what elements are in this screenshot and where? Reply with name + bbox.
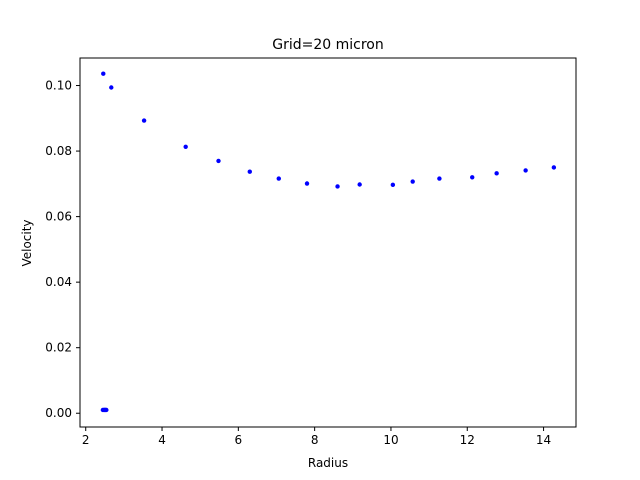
plot-frame bbox=[79, 57, 577, 428]
data-point bbox=[141, 118, 147, 123]
y-tick-label: 0.00 bbox=[45, 406, 72, 420]
y-axis-ticks: 0.00 0.02 0.04 0.06 0.08 0.10 bbox=[45, 79, 80, 420]
data-point bbox=[470, 175, 475, 180]
y-tick-label: 0.04 bbox=[45, 275, 72, 289]
data-point bbox=[335, 184, 340, 189]
y-tick-label: 0.08 bbox=[45, 144, 72, 158]
data-point bbox=[304, 181, 310, 186]
x-axis-label: Radius bbox=[308, 456, 348, 470]
data-point bbox=[104, 407, 109, 413]
data-points bbox=[100, 71, 557, 413]
data-point bbox=[216, 158, 221, 164]
data-point bbox=[551, 165, 557, 170]
data-point bbox=[390, 182, 396, 188]
x-tick-label: 2 bbox=[82, 433, 90, 447]
x-tick-label: 4 bbox=[158, 433, 166, 447]
data-point bbox=[410, 179, 415, 184]
data-point bbox=[101, 71, 106, 76]
data-point bbox=[247, 169, 252, 174]
data-point bbox=[437, 176, 442, 181]
y-tick-label: 0.02 bbox=[45, 341, 72, 355]
chart-title: Grid=20 micron bbox=[272, 37, 384, 53]
data-point bbox=[523, 168, 528, 173]
x-tick-label: 14 bbox=[536, 433, 551, 447]
x-tick-label: 10 bbox=[383, 433, 398, 447]
data-point bbox=[109, 85, 114, 90]
data-point bbox=[357, 182, 362, 187]
data-point bbox=[276, 176, 281, 181]
y-axis-label: Velocity bbox=[20, 219, 34, 266]
x-tick-label: 8 bbox=[311, 433, 319, 447]
x-tick-label: 12 bbox=[460, 433, 475, 447]
data-point bbox=[494, 171, 499, 176]
x-tick-label: 6 bbox=[235, 433, 243, 447]
y-tick-label: 0.06 bbox=[45, 210, 72, 224]
y-tick-label: 0.10 bbox=[45, 79, 72, 93]
x-axis-ticks: 2 4 6 8 10 12 14 bbox=[82, 427, 551, 447]
data-point bbox=[183, 144, 188, 150]
